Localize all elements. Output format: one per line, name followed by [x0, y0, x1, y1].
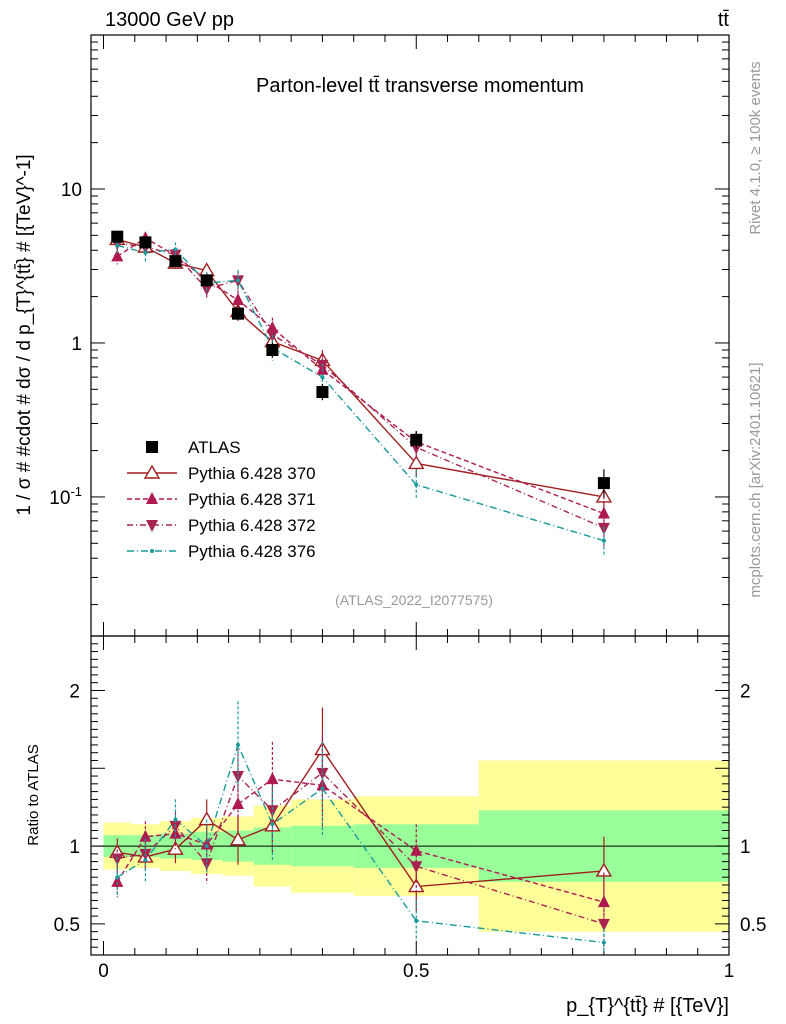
mcplots-label: mcplots.cern.ch [arXiv:2401.10621] [747, 362, 764, 597]
main-marker [320, 375, 325, 380]
data-point [231, 307, 244, 320]
ratio-plot-frame [90, 635, 730, 956]
axes-frames [90, 34, 730, 956]
main-marker [597, 506, 610, 519]
x-tick-label: 1 [724, 961, 735, 982]
ratio-tick-label: 2 [740, 681, 751, 702]
main-marker [115, 243, 120, 248]
main-marker [408, 455, 425, 470]
legend-label: Pythia 6.428 372 [188, 516, 316, 535]
ratio-tick-label: 0.5 [54, 915, 80, 936]
ratio-marker [601, 940, 606, 945]
main-marker [235, 278, 240, 283]
main-marker [231, 293, 244, 306]
ratio-tick-label: 1 [69, 837, 80, 858]
y-tick-label: 1 [71, 334, 82, 355]
main-plot-frame [90, 34, 730, 637]
axis-ticks: 0 0.5 1 10-1 1 10 0.5 0.5 1 1 2 2 [49, 35, 766, 982]
ratio-marker [270, 822, 275, 827]
x-tick-label: 0.5 [403, 961, 429, 982]
ratio-tick-label: 2 [69, 681, 80, 702]
ratio-marker [410, 861, 423, 874]
ratio-marker [414, 918, 419, 923]
energy-label: 13000 GeV pp [105, 9, 234, 31]
x-axis-label: p_{T}^{tt̄} # [{TeV}] [566, 995, 729, 1017]
ratio-tick-label: 0.5 [740, 915, 766, 936]
data-point [139, 236, 152, 249]
legend-marker [143, 464, 161, 479]
legend-marker [150, 549, 154, 553]
ratio-tick-label: 1 [740, 837, 751, 858]
legend-marker-atlas [146, 441, 158, 453]
ratio-marker [204, 844, 209, 849]
legend-marker [146, 520, 158, 532]
data-point [200, 274, 213, 287]
ratio-marker [410, 843, 423, 856]
data-point [111, 230, 124, 243]
ratio-marker [229, 831, 247, 846]
ratio-marker [235, 742, 240, 747]
legend-label: Pythia 6.428 371 [188, 490, 316, 509]
data-point [316, 386, 329, 399]
y-tick-label: 10-1 [49, 484, 82, 509]
y-axis-label: 1 / σ # #cdot # dσ / d p_{T}^{tt̄} # [{T… [14, 154, 35, 515]
series-markers [109, 230, 613, 954]
rivet-label: Rivet 4.1.0, ≥ 100k events [747, 61, 764, 234]
legend-label: Pythia 6.428 376 [188, 542, 316, 561]
ratio-marker [139, 829, 152, 842]
process-label: tt̄ [718, 9, 730, 31]
ratio-axis-label: Ratio to ATLAS [25, 744, 42, 845]
series-line-ratio [116, 778, 605, 903]
ratio-marker [111, 874, 124, 887]
legend-label: Pythia 6.428 370 [188, 464, 316, 483]
legend-marker [146, 492, 158, 504]
ratio-marker [266, 772, 279, 785]
ratio-marker [266, 805, 279, 818]
series-line-main [117, 238, 605, 498]
chart-title: Parton-level tt̄ transverse momentum [256, 75, 584, 97]
data-point [169, 255, 182, 268]
legend: ATLAS Pythia 6.428 370 Pythia 6.428 371 Pyt… [127, 438, 316, 561]
data-point [597, 477, 610, 490]
ratio-marker [595, 862, 613, 877]
y-tick-label: 10 [61, 180, 82, 201]
data-point [266, 344, 279, 357]
analysis-tag: (ATLAS_2022_I2077575) [335, 592, 493, 608]
ratio-marker [320, 786, 325, 791]
series-line-main [117, 242, 605, 529]
legend-label-atlas: ATLAS [188, 438, 241, 457]
x-tick-label: 0 [98, 961, 109, 982]
ratio-marker [115, 875, 120, 880]
ratio-uncertainty-bands [91, 760, 729, 932]
main-marker [173, 247, 178, 252]
ratio-marker [597, 918, 610, 931]
main-marker [601, 538, 606, 543]
data-point [410, 433, 423, 446]
ratio-marker [173, 817, 178, 822]
ratio-marker [231, 797, 244, 810]
main-marker [143, 250, 148, 255]
main-marker [414, 482, 419, 487]
ratio-marker [200, 858, 213, 871]
ratio-marker [143, 858, 148, 863]
